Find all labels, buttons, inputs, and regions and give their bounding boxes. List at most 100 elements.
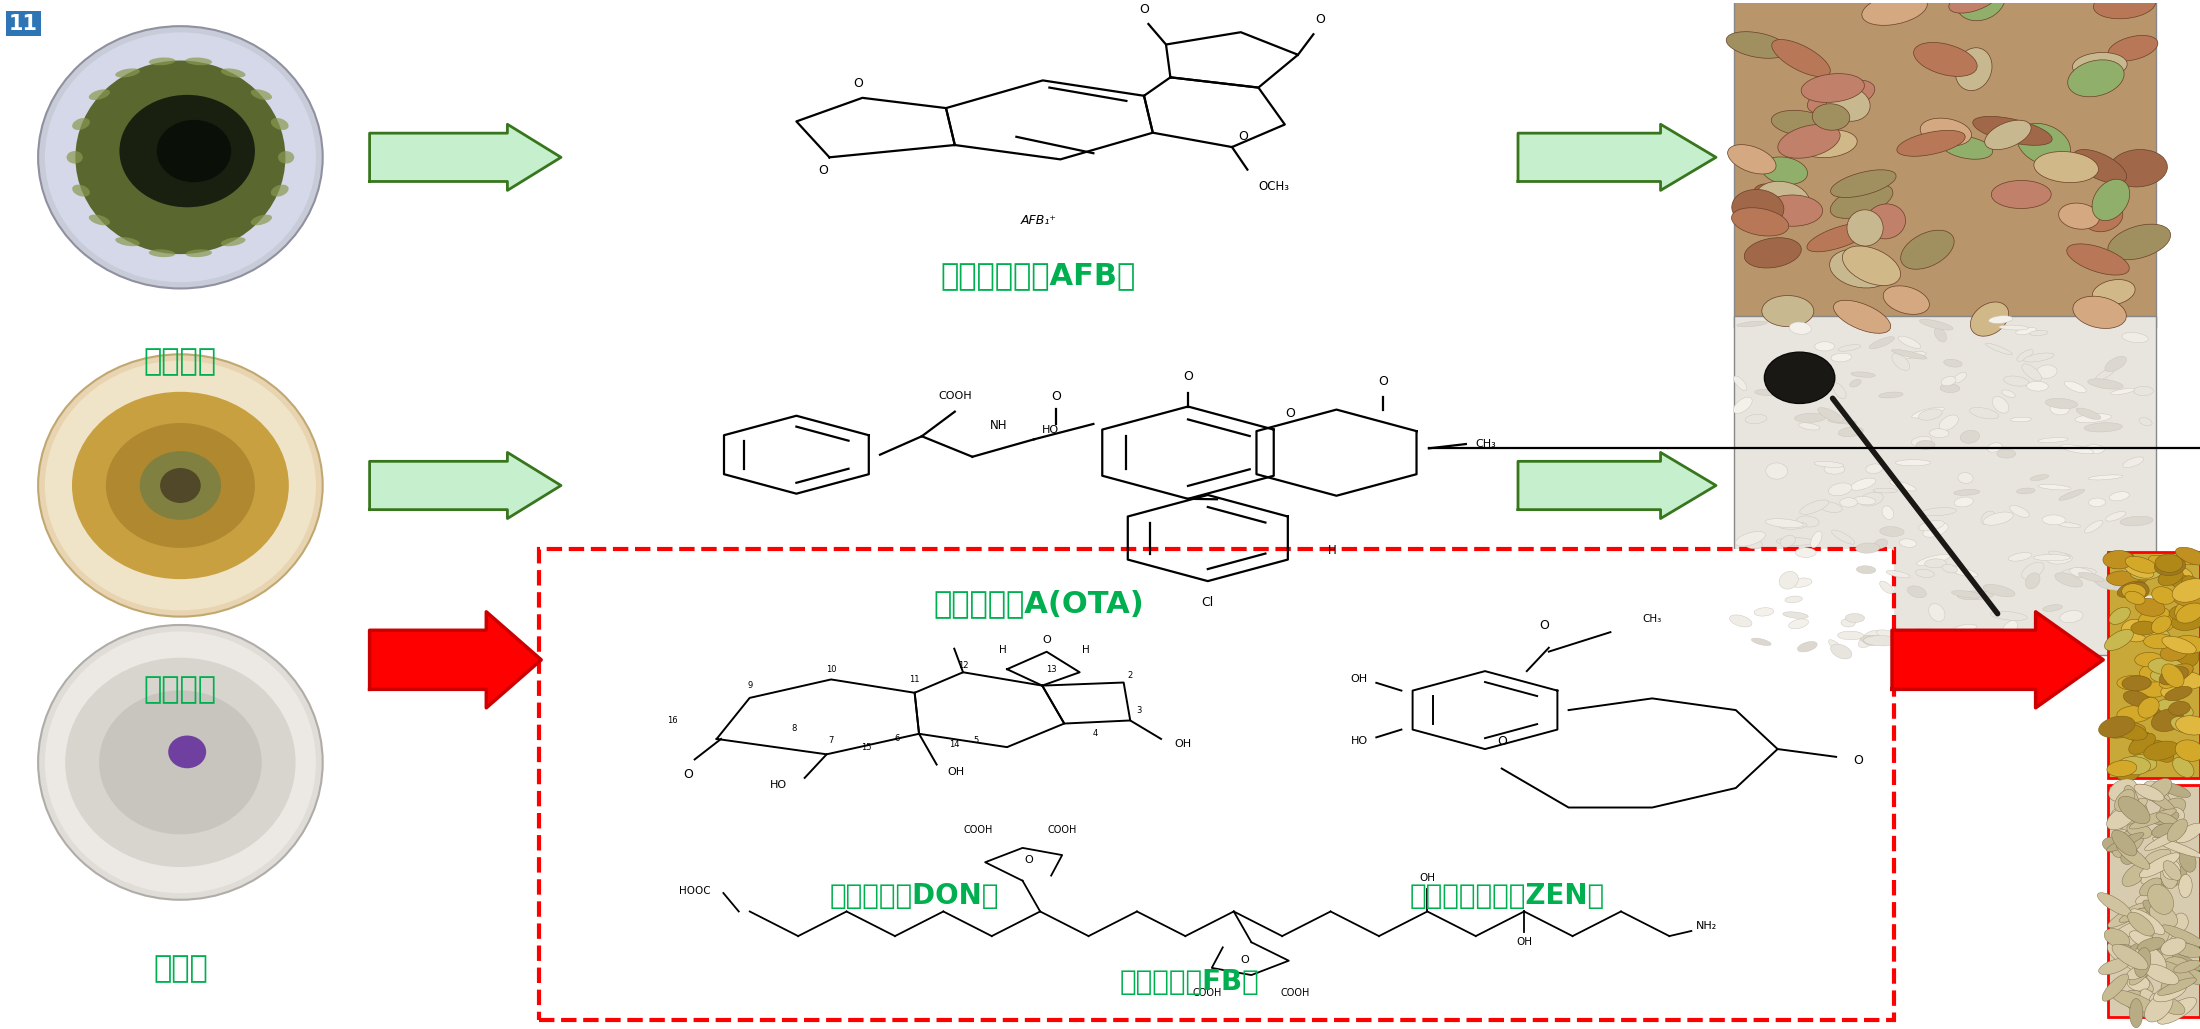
FancyBboxPatch shape [1734, 316, 2156, 654]
Ellipse shape [2154, 611, 2178, 633]
Ellipse shape [119, 95, 255, 207]
Ellipse shape [2138, 418, 2152, 426]
Text: H: H [1329, 544, 1338, 558]
Ellipse shape [2110, 779, 2136, 802]
Ellipse shape [1813, 104, 1850, 131]
Text: O: O [1043, 635, 1052, 644]
Ellipse shape [1916, 569, 1934, 577]
Ellipse shape [2171, 716, 2196, 733]
Ellipse shape [1934, 327, 1947, 342]
Ellipse shape [1762, 295, 1813, 326]
Ellipse shape [1951, 631, 1965, 646]
Ellipse shape [2176, 716, 2200, 735]
Ellipse shape [2119, 756, 2152, 775]
Ellipse shape [2086, 445, 2105, 454]
Ellipse shape [2130, 931, 2158, 949]
Ellipse shape [2134, 784, 2165, 802]
Ellipse shape [220, 68, 246, 77]
Ellipse shape [2110, 554, 2134, 568]
Ellipse shape [1916, 629, 1943, 638]
Ellipse shape [2174, 757, 2193, 778]
Ellipse shape [1828, 419, 1857, 424]
Ellipse shape [2121, 848, 2138, 864]
Ellipse shape [2088, 379, 2123, 389]
Ellipse shape [1795, 547, 1817, 558]
Text: 7: 7 [829, 737, 834, 745]
Text: COOH: COOH [1192, 989, 1221, 998]
Ellipse shape [1736, 531, 1764, 546]
Ellipse shape [2160, 644, 2187, 661]
Ellipse shape [1947, 566, 1978, 577]
Ellipse shape [1817, 407, 1844, 423]
Ellipse shape [2037, 437, 2068, 442]
Ellipse shape [2141, 861, 2174, 884]
Ellipse shape [1984, 343, 2013, 355]
Ellipse shape [2176, 547, 2200, 565]
Ellipse shape [1850, 478, 1877, 490]
Ellipse shape [1940, 377, 1956, 386]
Ellipse shape [1993, 645, 2028, 651]
Text: O: O [1316, 13, 1324, 26]
Ellipse shape [1971, 301, 2009, 336]
Text: OH: OH [1351, 674, 1368, 684]
Ellipse shape [2138, 664, 2169, 682]
Ellipse shape [2130, 998, 2143, 1028]
Ellipse shape [220, 237, 246, 246]
Text: AFB₁⁺: AFB₁⁺ [1021, 214, 1056, 226]
Ellipse shape [2088, 475, 2123, 480]
Ellipse shape [1896, 460, 1932, 466]
Ellipse shape [2108, 806, 2136, 829]
Ellipse shape [2147, 658, 2182, 675]
Text: COOH: COOH [964, 824, 992, 835]
Ellipse shape [1771, 110, 1830, 136]
Ellipse shape [2044, 605, 2061, 611]
Text: HO: HO [1351, 737, 1368, 746]
Ellipse shape [185, 58, 211, 65]
Text: H: H [1082, 645, 1091, 654]
Ellipse shape [2066, 244, 2130, 275]
Ellipse shape [2024, 353, 2055, 362]
Ellipse shape [1802, 74, 1863, 103]
Ellipse shape [2002, 620, 2017, 637]
Ellipse shape [1907, 586, 1927, 598]
Ellipse shape [1949, 0, 1998, 13]
Ellipse shape [2163, 925, 2200, 947]
Text: OH: OH [1175, 739, 1192, 749]
Ellipse shape [1973, 116, 2053, 145]
Ellipse shape [2022, 364, 2042, 381]
FancyBboxPatch shape [2108, 785, 2200, 1017]
Ellipse shape [1734, 397, 1751, 414]
Ellipse shape [2105, 356, 2127, 371]
Ellipse shape [1745, 539, 1762, 548]
Ellipse shape [2143, 900, 2165, 919]
Text: COOH: COOH [937, 391, 972, 401]
Ellipse shape [1784, 596, 1802, 603]
Ellipse shape [2156, 554, 2182, 572]
Text: O: O [1540, 619, 1549, 632]
Ellipse shape [1892, 350, 1927, 359]
Ellipse shape [1751, 638, 1771, 645]
Ellipse shape [1896, 352, 1927, 358]
Ellipse shape [2072, 52, 2127, 78]
Text: 黄曲霉菌: 黄曲霉菌 [143, 347, 218, 376]
Ellipse shape [2152, 709, 2185, 732]
Ellipse shape [2178, 646, 2198, 667]
Ellipse shape [2138, 952, 2160, 977]
Ellipse shape [1800, 500, 1828, 514]
Ellipse shape [251, 90, 273, 100]
Ellipse shape [106, 423, 255, 547]
Ellipse shape [1828, 640, 1846, 655]
Ellipse shape [2132, 799, 2147, 815]
Ellipse shape [2116, 675, 2152, 690]
Ellipse shape [1982, 584, 2015, 597]
Polygon shape [1518, 453, 1716, 519]
Ellipse shape [2079, 572, 2103, 581]
Ellipse shape [2103, 974, 2127, 1001]
Ellipse shape [2077, 409, 2101, 420]
Ellipse shape [1841, 246, 1901, 286]
Text: 16: 16 [667, 716, 678, 725]
Ellipse shape [1727, 32, 1789, 59]
Ellipse shape [1824, 464, 1846, 474]
Text: O: O [1239, 131, 1247, 143]
Text: 3: 3 [1137, 706, 1142, 715]
